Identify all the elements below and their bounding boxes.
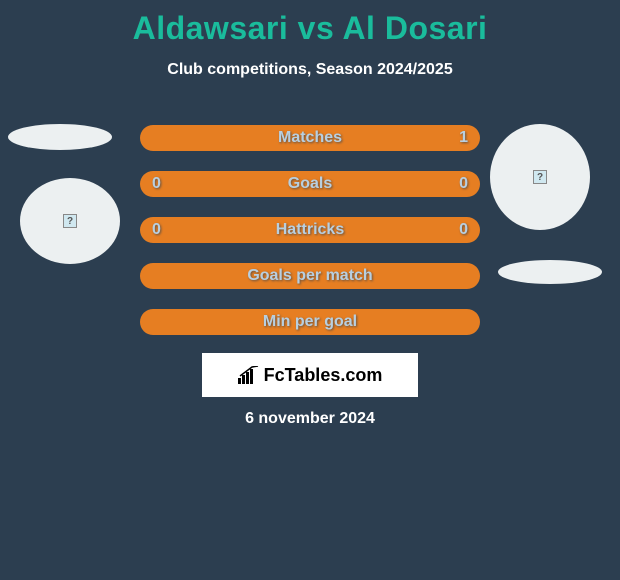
image-placeholder-icon: ? (533, 170, 547, 184)
player-left-avatar: ? (20, 178, 120, 264)
stat-left-value: 0 (152, 221, 161, 239)
footer-date: 6 november 2024 (0, 410, 620, 428)
stat-label: Goals per match (247, 267, 372, 285)
stat-label: Goals (288, 175, 332, 193)
page-subtitle: Club competitions, Season 2024/2025 (0, 61, 620, 79)
decorative-ellipse-left-top (8, 124, 112, 150)
player-right-avatar: ? (490, 124, 590, 230)
stat-row-goals-per-match: Goals per match (140, 263, 480, 289)
stat-label: Min per goal (263, 313, 357, 331)
stat-left-value: 0 (152, 175, 161, 193)
brand-text: FcTables.com (264, 365, 383, 386)
brand-badge: FcTables.com (202, 353, 418, 397)
stat-label: Hattricks (276, 221, 344, 239)
stat-right-value: 1 (459, 129, 468, 147)
stat-right-value: 0 (459, 175, 468, 193)
stat-right-value: 0 (459, 221, 468, 239)
stat-row-matches: Matches 1 (140, 125, 480, 151)
decorative-ellipse-right-bottom (498, 260, 602, 284)
stat-label: Matches (278, 129, 342, 147)
stat-row-hattricks: 0 Hattricks 0 (140, 217, 480, 243)
stats-table: Matches 1 0 Goals 0 0 Hattricks 0 Goals … (140, 125, 480, 355)
stat-row-min-per-goal: Min per goal (140, 309, 480, 335)
brand-chart-icon (238, 366, 260, 384)
stat-row-goals: 0 Goals 0 (140, 171, 480, 197)
image-placeholder-icon: ? (63, 214, 77, 228)
page-title: Aldawsari vs Al Dosari (0, 0, 620, 47)
